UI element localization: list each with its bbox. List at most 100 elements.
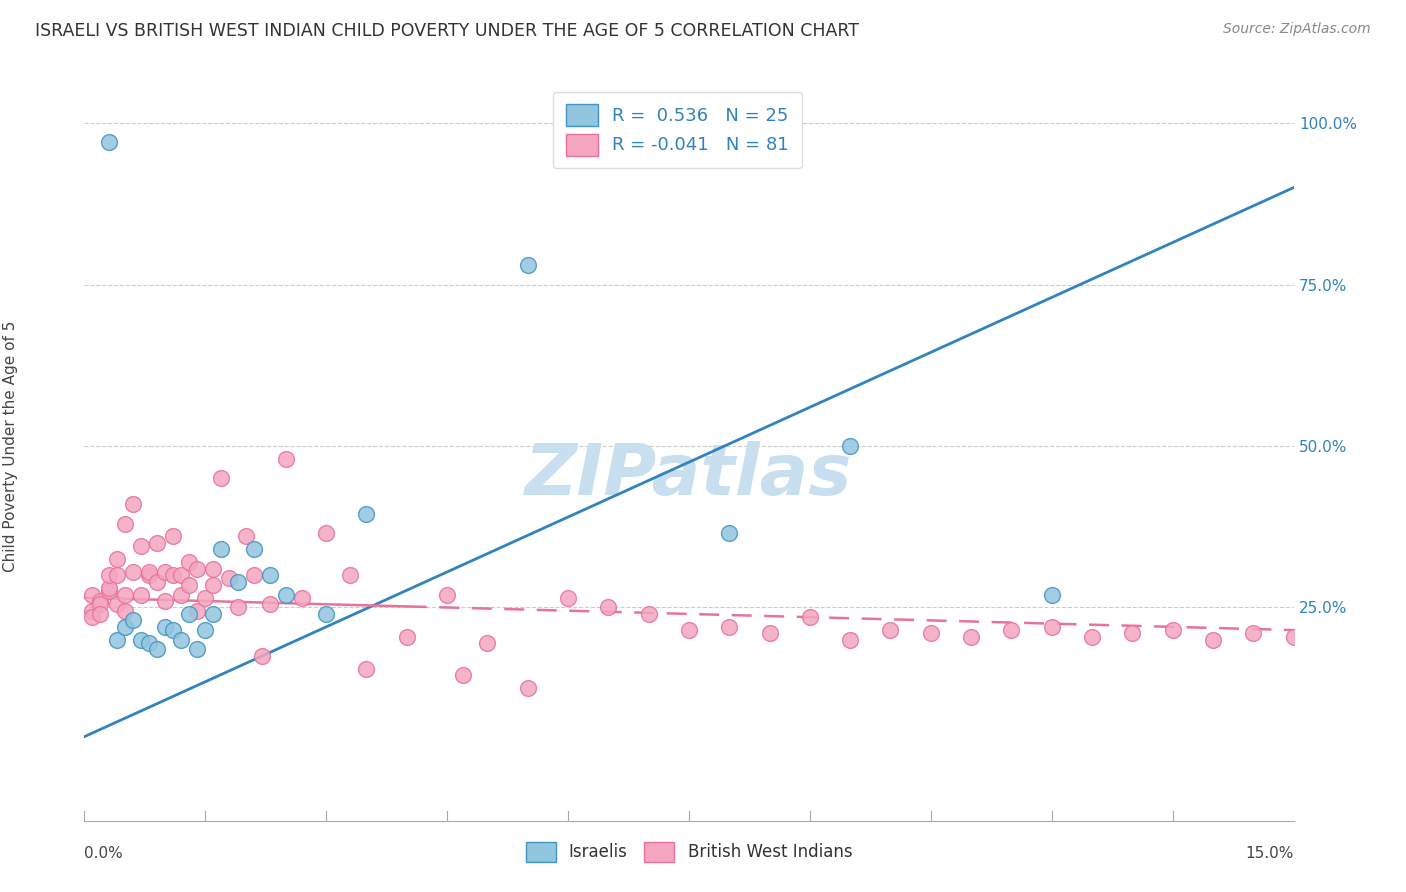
Point bbox=[718, 526, 741, 541]
Point bbox=[226, 600, 249, 615]
Point bbox=[153, 594, 176, 608]
Point bbox=[339, 568, 361, 582]
Point bbox=[718, 620, 741, 634]
Point bbox=[1379, 632, 1402, 647]
Point bbox=[179, 555, 201, 569]
Point bbox=[315, 607, 337, 621]
Point bbox=[1403, 626, 1406, 640]
Point bbox=[1040, 588, 1063, 602]
Point bbox=[194, 591, 217, 605]
Point bbox=[97, 568, 120, 582]
Point bbox=[1241, 626, 1264, 640]
Point bbox=[799, 610, 821, 624]
Point bbox=[1121, 626, 1143, 640]
Point bbox=[274, 588, 297, 602]
Point bbox=[129, 588, 152, 602]
Point bbox=[1323, 626, 1346, 640]
Point bbox=[97, 584, 120, 599]
Point bbox=[153, 620, 176, 634]
Point bbox=[179, 578, 201, 592]
Point bbox=[242, 542, 264, 557]
Text: Child Poverty Under the Age of 5: Child Poverty Under the Age of 5 bbox=[3, 320, 18, 572]
Point bbox=[186, 642, 208, 657]
Point bbox=[678, 623, 700, 637]
Point bbox=[89, 607, 111, 621]
Point bbox=[162, 623, 184, 637]
Point bbox=[186, 604, 208, 618]
Point bbox=[259, 597, 281, 611]
Point bbox=[114, 620, 136, 634]
Point bbox=[1395, 630, 1406, 644]
Point bbox=[274, 451, 297, 466]
Point bbox=[242, 568, 264, 582]
Point bbox=[516, 681, 538, 696]
Text: 15.0%: 15.0% bbox=[1246, 847, 1294, 862]
Point bbox=[105, 597, 128, 611]
Point bbox=[557, 591, 579, 605]
Point bbox=[637, 607, 659, 621]
Point bbox=[138, 636, 160, 650]
Point bbox=[82, 604, 104, 618]
Point bbox=[121, 565, 143, 579]
Point bbox=[839, 632, 862, 647]
Point bbox=[129, 632, 152, 647]
Point bbox=[202, 607, 225, 621]
Point bbox=[436, 588, 458, 602]
Point bbox=[114, 588, 136, 602]
Point bbox=[315, 526, 337, 541]
Point bbox=[1081, 630, 1104, 644]
Point bbox=[97, 581, 120, 595]
Point bbox=[218, 571, 240, 585]
Point bbox=[179, 607, 201, 621]
Point bbox=[356, 662, 378, 676]
Point bbox=[89, 594, 111, 608]
Point bbox=[105, 568, 128, 582]
Point bbox=[146, 642, 169, 657]
Point bbox=[138, 565, 160, 579]
Point bbox=[259, 568, 281, 582]
Point bbox=[1040, 620, 1063, 634]
Point bbox=[162, 568, 184, 582]
Point bbox=[1161, 623, 1184, 637]
Point bbox=[202, 578, 225, 592]
Point bbox=[82, 588, 104, 602]
Point bbox=[1282, 630, 1305, 644]
Point bbox=[758, 626, 780, 640]
Point bbox=[194, 623, 217, 637]
Point bbox=[209, 471, 232, 485]
Point bbox=[1000, 623, 1022, 637]
Point bbox=[395, 630, 418, 644]
Point bbox=[114, 604, 136, 618]
Point bbox=[138, 568, 160, 582]
Point bbox=[170, 632, 193, 647]
Point bbox=[235, 529, 257, 543]
Point bbox=[121, 497, 143, 511]
Point bbox=[89, 597, 111, 611]
Point bbox=[1202, 632, 1225, 647]
Point bbox=[202, 562, 225, 576]
Point bbox=[105, 552, 128, 566]
Point bbox=[114, 516, 136, 531]
Point bbox=[162, 529, 184, 543]
Point bbox=[516, 258, 538, 272]
Text: Source: ZipAtlas.com: Source: ZipAtlas.com bbox=[1223, 22, 1371, 37]
Point bbox=[451, 668, 474, 682]
Point bbox=[209, 542, 232, 557]
Point bbox=[839, 439, 862, 453]
Point bbox=[477, 636, 499, 650]
Point bbox=[226, 574, 249, 589]
Point bbox=[82, 610, 104, 624]
Point bbox=[879, 623, 901, 637]
Point bbox=[250, 648, 273, 663]
Point bbox=[105, 632, 128, 647]
Point bbox=[1388, 623, 1406, 637]
Point bbox=[598, 600, 620, 615]
Point bbox=[153, 565, 176, 579]
Point bbox=[1362, 623, 1385, 637]
Point bbox=[920, 626, 942, 640]
Text: 0.0%: 0.0% bbox=[84, 847, 124, 862]
Point bbox=[129, 539, 152, 553]
Point bbox=[356, 507, 378, 521]
Text: ZIPatlas: ZIPatlas bbox=[526, 442, 852, 510]
Point bbox=[146, 536, 169, 550]
